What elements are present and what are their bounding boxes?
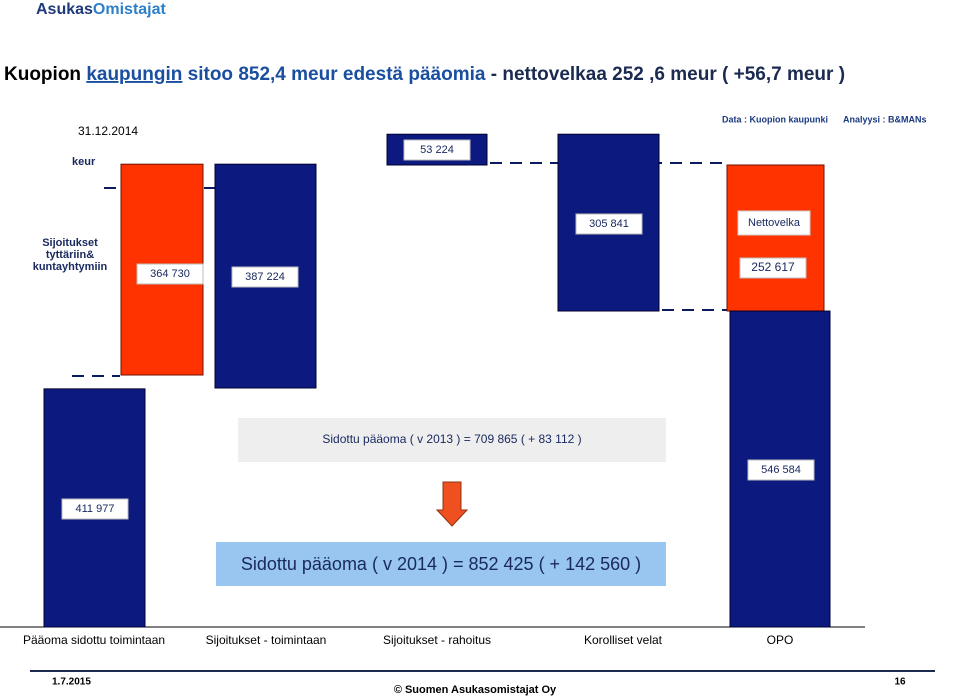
value-label: 387 224 bbox=[245, 271, 285, 283]
note-left: Sijoitukset tyttäriin& kuntayhtymiin bbox=[33, 237, 108, 273]
value-label: 411 977 bbox=[76, 503, 115, 515]
value-label-box bbox=[136, 263, 204, 285]
brand-a: Asukas bbox=[36, 1, 93, 18]
date: 31.12.2014 bbox=[78, 124, 138, 138]
value-label-box bbox=[61, 498, 129, 520]
x-tick-label: Pääoma sidottu toimintaan bbox=[23, 633, 165, 647]
note-left-text: Sijoitukset tyttäriin& kuntayhtymiin bbox=[33, 237, 108, 273]
footer-date: 1.7.2015 bbox=[52, 677, 91, 688]
value-label-box bbox=[231, 266, 299, 288]
brand: AsukasOmistajat bbox=[36, 1, 167, 18]
value-label: 364 730 bbox=[150, 268, 190, 280]
value-label-box bbox=[403, 139, 471, 161]
title-part: Kuopion bbox=[4, 64, 81, 85]
value-label-box bbox=[747, 459, 815, 481]
bar bbox=[726, 164, 825, 312]
title-part: kaupungin bbox=[86, 64, 182, 85]
value-label: 305 841 bbox=[589, 218, 629, 230]
note-right: Nettovelka bbox=[748, 217, 801, 229]
title: Kuopion kaupungin sitoo 852,4 meur edest… bbox=[4, 64, 845, 85]
box-2014 bbox=[216, 542, 666, 586]
title-part: - nettovelkaa 252 ,6 meur ( +56,7 meur ) bbox=[491, 64, 845, 85]
brand-b: Omistajat bbox=[93, 1, 167, 18]
value-label-box bbox=[575, 213, 643, 235]
arrow bbox=[435, 481, 469, 527]
source: Data : Kuopion kaupunki bbox=[722, 114, 828, 124]
box-2013 bbox=[238, 418, 666, 462]
categories: Pääoma sidottu toimintaan Sijoitukset - t… bbox=[23, 633, 793, 647]
x-tick-label: OPO bbox=[767, 633, 794, 647]
box-2014-text: Sidottu pääoma ( v 2014 ) = 852 425 ( + … bbox=[241, 554, 641, 574]
x-tick-label: Sijoitukset - toimintaan bbox=[206, 633, 327, 647]
box-2013-text: Sidottu pääoma ( v 2013 ) = 709 865 ( + … bbox=[322, 432, 581, 446]
page-number: 16 bbox=[894, 677, 906, 688]
value-label: 53 224 bbox=[420, 144, 454, 156]
value-label-box bbox=[739, 257, 807, 279]
value-label: 252 617 bbox=[751, 260, 795, 274]
x-tick-label: Sijoitukset - rahoitus bbox=[383, 633, 491, 647]
title-part: sitoo 852,4 meur edestä pääomia bbox=[188, 64, 486, 85]
analysis: Analyysi : B&MANs bbox=[843, 114, 927, 124]
value-label: 546 584 bbox=[761, 464, 801, 476]
note-box bbox=[737, 210, 811, 236]
x-tick-label: Korolliset velat bbox=[584, 633, 663, 647]
unit: keur bbox=[72, 156, 96, 168]
bars: 411 977 364 730 387 224 53 224 305 841 252 61… bbox=[43, 133, 831, 628]
copyright: © Suomen Asukasomistajat Oy bbox=[394, 684, 557, 696]
